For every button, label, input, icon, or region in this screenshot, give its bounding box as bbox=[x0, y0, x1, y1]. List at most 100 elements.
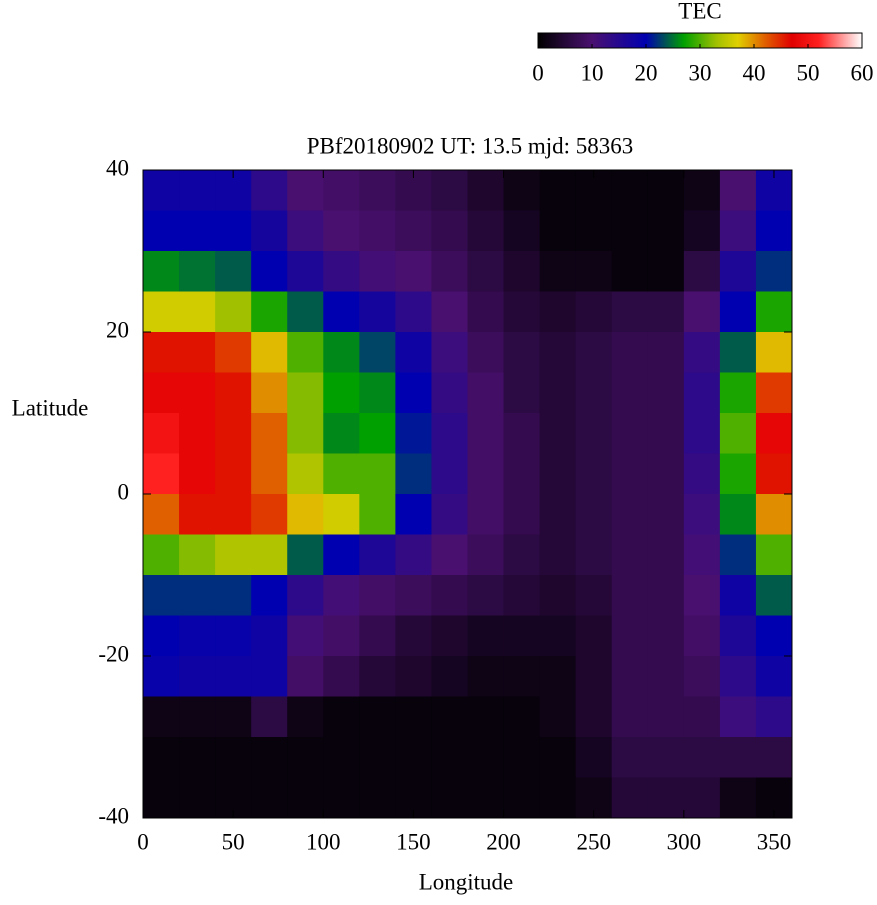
heat-cell bbox=[755, 291, 793, 333]
heatmap bbox=[143, 170, 793, 819]
heat-cell bbox=[395, 210, 432, 252]
heat-cell bbox=[719, 615, 757, 657]
heat-cell bbox=[683, 737, 721, 778]
heat-cell bbox=[251, 291, 288, 333]
heat-cell bbox=[215, 413, 252, 454]
heat-cell bbox=[287, 737, 324, 778]
heat-cell bbox=[323, 615, 360, 657]
heat-cell bbox=[359, 413, 396, 454]
heat-cell bbox=[359, 696, 396, 738]
heat-cell bbox=[755, 656, 793, 697]
chart-title: PBf20180902 UT: 13.5 mjd: 58363 bbox=[307, 133, 634, 158]
heat-cell bbox=[611, 453, 649, 495]
colorbar-tick-label: 0 bbox=[532, 60, 544, 85]
heat-cell bbox=[719, 453, 757, 495]
heat-cell bbox=[575, 413, 613, 454]
heat-cell bbox=[503, 372, 541, 414]
heat-cell bbox=[647, 494, 685, 535]
heat-cell bbox=[395, 291, 432, 333]
heat-cell bbox=[251, 170, 288, 211]
heat-cell bbox=[251, 656, 288, 697]
colorbar-tick-label: 40 bbox=[743, 60, 766, 85]
heat-cell bbox=[647, 210, 685, 252]
heat-cell bbox=[431, 332, 468, 373]
heat-cell bbox=[467, 575, 505, 616]
heat-cell bbox=[647, 291, 685, 333]
heat-cell bbox=[431, 170, 468, 211]
heat-cell bbox=[143, 534, 180, 576]
heat-cell bbox=[215, 615, 252, 657]
heat-cell bbox=[467, 453, 505, 495]
heat-cell bbox=[647, 737, 685, 778]
heat-cell bbox=[431, 615, 468, 657]
x-tick-label: 50 bbox=[222, 829, 245, 854]
y-axis-label: Latitude bbox=[12, 395, 89, 420]
heat-cell bbox=[719, 737, 757, 778]
heat-cell bbox=[755, 332, 793, 373]
heat-cell bbox=[215, 534, 252, 576]
heat-cell bbox=[323, 777, 360, 819]
heat-cell bbox=[611, 170, 649, 211]
heat-cell bbox=[179, 534, 216, 576]
heat-cell bbox=[179, 372, 216, 414]
heat-cell bbox=[431, 737, 468, 778]
heat-cell bbox=[323, 291, 360, 333]
heat-cell bbox=[719, 251, 757, 292]
heat-cell bbox=[359, 575, 396, 616]
heat-cell bbox=[431, 777, 468, 819]
heat-cell bbox=[467, 737, 505, 778]
heat-cell bbox=[755, 615, 793, 657]
heat-cell bbox=[179, 453, 216, 495]
heat-cell bbox=[467, 332, 505, 373]
heat-cell bbox=[251, 696, 288, 738]
heat-cell bbox=[287, 615, 324, 657]
heat-cell bbox=[755, 453, 793, 495]
heat-cell bbox=[647, 777, 685, 819]
heat-cell bbox=[539, 251, 577, 292]
heat-cell bbox=[395, 737, 432, 778]
heat-cell bbox=[323, 453, 360, 495]
heat-cell bbox=[647, 251, 685, 292]
heat-cell bbox=[179, 656, 216, 697]
heat-cell bbox=[323, 251, 360, 292]
heat-cell bbox=[611, 656, 649, 697]
heat-cell bbox=[539, 332, 577, 373]
heat-cell bbox=[287, 453, 324, 495]
heat-cell bbox=[431, 534, 468, 576]
heat-cell bbox=[323, 494, 360, 535]
heat-cell bbox=[503, 615, 541, 657]
colorbar-tick-label: 50 bbox=[797, 60, 820, 85]
heat-cell bbox=[647, 170, 685, 211]
heat-cell bbox=[323, 534, 360, 576]
heat-cell bbox=[683, 615, 721, 657]
y-tick-label: -20 bbox=[98, 641, 129, 666]
x-axis-label: Longitude bbox=[419, 869, 514, 894]
heat-cell bbox=[287, 372, 324, 414]
heat-cell bbox=[359, 777, 396, 819]
heat-cell bbox=[611, 494, 649, 535]
heat-cell bbox=[611, 777, 649, 819]
heat-cell bbox=[323, 737, 360, 778]
heat-cell bbox=[179, 696, 216, 738]
heat-cell bbox=[503, 332, 541, 373]
heat-cell bbox=[575, 696, 613, 738]
heat-cell bbox=[539, 656, 577, 697]
heat-cell bbox=[647, 453, 685, 495]
heat-cell bbox=[215, 332, 252, 373]
heat-cell bbox=[251, 534, 288, 576]
heat-cell bbox=[719, 696, 757, 738]
heat-cell bbox=[251, 251, 288, 292]
heat-cell bbox=[755, 210, 793, 252]
heat-cell bbox=[359, 170, 396, 211]
heat-cell bbox=[431, 453, 468, 495]
heat-cell bbox=[755, 696, 793, 738]
heat-cell bbox=[251, 372, 288, 414]
heat-cell bbox=[755, 737, 793, 778]
colorbar-tick-label: 30 bbox=[689, 60, 712, 85]
heat-cell bbox=[611, 413, 649, 454]
y-tick-label: 20 bbox=[106, 317, 129, 342]
heat-cell bbox=[683, 413, 721, 454]
heat-cell bbox=[287, 291, 324, 333]
heat-cell bbox=[467, 696, 505, 738]
heat-cell bbox=[395, 615, 432, 657]
